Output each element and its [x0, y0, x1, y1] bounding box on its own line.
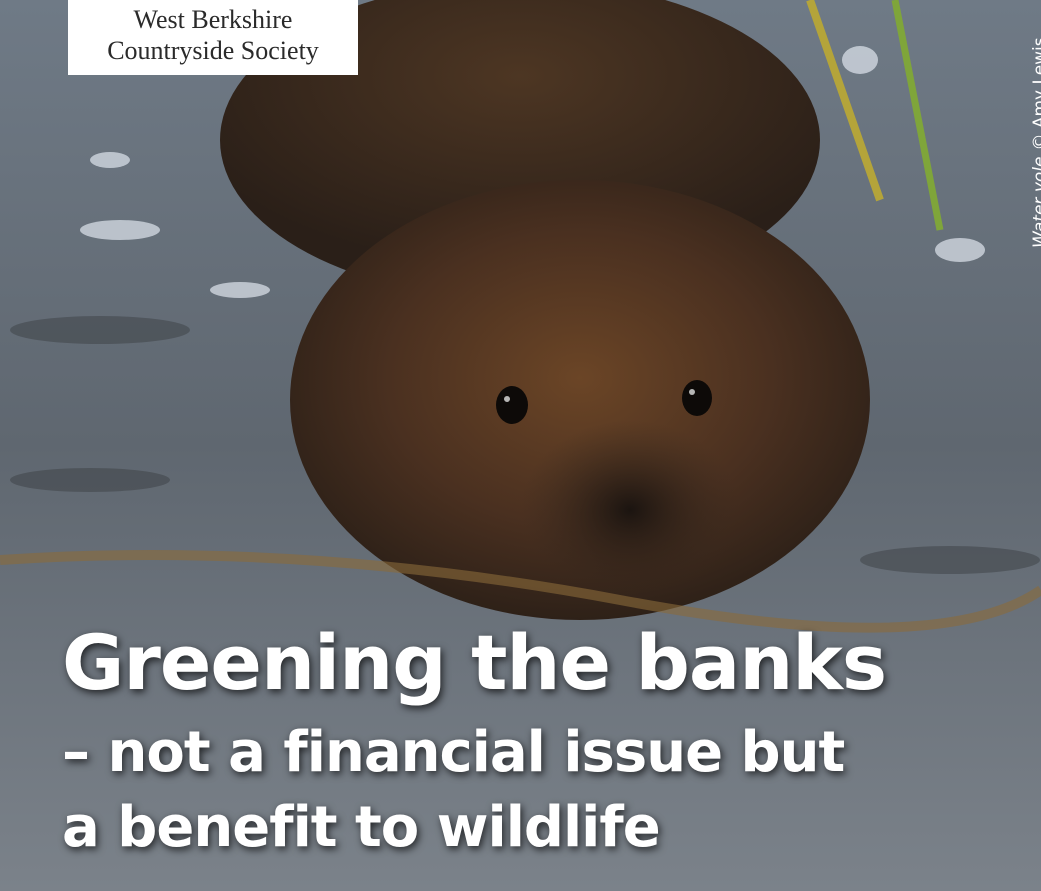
photo-caption: Water vole — [1030, 156, 1041, 248]
organization-logo: West Berkshire Countryside Society — [68, 0, 358, 75]
photo-author: © Amy Lewis — [1030, 37, 1041, 150]
organization-line: West Berkshire — [133, 5, 293, 34]
organization-line: Countryside Society — [107, 36, 319, 65]
photo-credit: Water vole © Amy Lewis — [1030, 37, 1041, 248]
headline-subtitle: a benefit to wildlife — [62, 795, 661, 860]
headline-subtitle: – not a financial issue but — [62, 720, 845, 785]
headline-title: Greening the banks — [62, 618, 887, 707]
